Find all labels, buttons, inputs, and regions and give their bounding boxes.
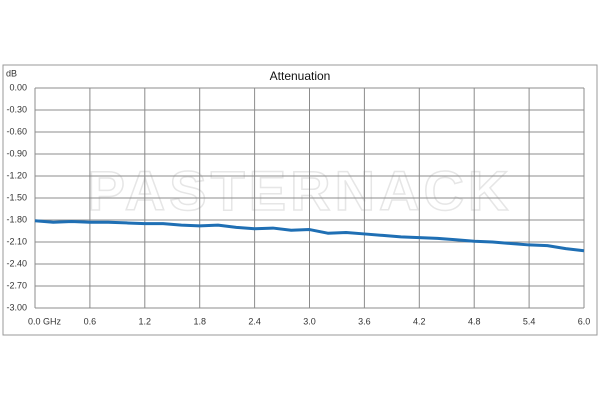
y-tick-label: 0.00 <box>9 82 27 92</box>
y-tick-label: -3.00 <box>6 302 27 312</box>
y-tick-label: -1.80 <box>6 214 27 224</box>
y-tick-label: -2.10 <box>6 236 27 246</box>
x-tick-label: 1.2 <box>139 316 152 326</box>
x-tick-label: 3.0 <box>303 316 316 326</box>
x-tick-label: 5.4 <box>523 316 536 326</box>
y-tick-label: -0.60 <box>6 126 27 136</box>
x-tick-label: 4.2 <box>413 316 426 326</box>
y-tick-label: -0.30 <box>6 104 27 114</box>
x-tick-label: 4.8 <box>468 316 481 326</box>
x-tick-label: 0.6 <box>84 316 97 326</box>
x-tick-label: 6.0 <box>578 316 591 326</box>
y-tick-label: -2.70 <box>6 280 27 290</box>
y-tick-label: -1.50 <box>6 192 27 202</box>
y-axis-label: dB <box>6 68 17 78</box>
watermark: PASTERNACK <box>88 159 513 222</box>
y-tick-label: -1.20 <box>6 170 27 180</box>
x-tick-label: 2.4 <box>248 316 261 326</box>
x-tick-label: 3.6 <box>358 316 371 326</box>
data-line <box>34 219 585 253</box>
x-tick-label: 1.8 <box>193 316 206 326</box>
x-tick-label: 0.0 GHz <box>28 316 62 326</box>
y-tick-label: -0.90 <box>6 148 27 158</box>
y-tick-label: -2.40 <box>6 258 27 268</box>
chart-title: Attenuation <box>270 69 331 83</box>
